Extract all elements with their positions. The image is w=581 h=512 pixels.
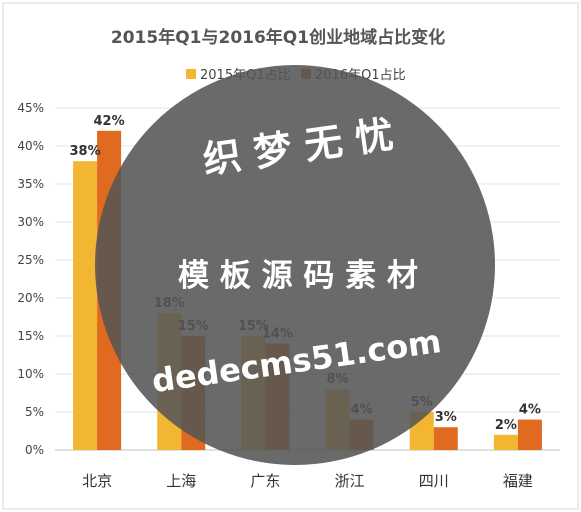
y-tick-label: 20% [17, 291, 44, 305]
watermark-circle [95, 65, 495, 465]
watermark-line2: 模 板 源 码 素 材 [178, 258, 418, 294]
y-tick-label: 5% [25, 405, 44, 419]
y-tick-label: 45% [17, 101, 44, 115]
data-label: 42% [94, 114, 125, 129]
legend-swatch-2015 [186, 69, 196, 79]
y-tick-label: 15% [17, 329, 44, 343]
bar [433, 427, 458, 450]
y-tick-label: 35% [17, 177, 44, 191]
data-label: 3% [435, 410, 457, 425]
x-category-label: 广东 [250, 472, 280, 490]
data-label: 38% [70, 144, 101, 159]
y-tick-label: 25% [17, 253, 44, 267]
x-category-label: 上海 [166, 472, 196, 490]
data-label: 2% [495, 418, 517, 433]
y-tick-label: 30% [17, 215, 44, 229]
y-tick-label: 0% [25, 443, 44, 457]
data-label: 4% [519, 403, 541, 418]
bar [493, 434, 518, 450]
y-tick-label: 40% [17, 139, 44, 153]
x-category-label: 浙江 [335, 472, 365, 490]
x-category-label: 四川 [419, 472, 449, 490]
bar [517, 419, 542, 450]
x-category-label: 北京 [82, 472, 112, 490]
bar [73, 161, 98, 450]
watermark: 织 梦 无 忧 模 板 源 码 素 材 dedecms51.com [95, 65, 495, 465]
x-axis-categories: 北京 上海 广东 浙江 四川 福建 [82, 472, 533, 490]
y-tick-label: 10% [17, 367, 44, 381]
chart-title: 2015年Q1与2016年Q1创业地域占比变化 [111, 27, 445, 48]
x-category-label: 福建 [503, 472, 533, 490]
y-axis-ticks: 0% 5% 10% 15% 20% 25% 30% 35% 40% 45% [17, 101, 44, 457]
